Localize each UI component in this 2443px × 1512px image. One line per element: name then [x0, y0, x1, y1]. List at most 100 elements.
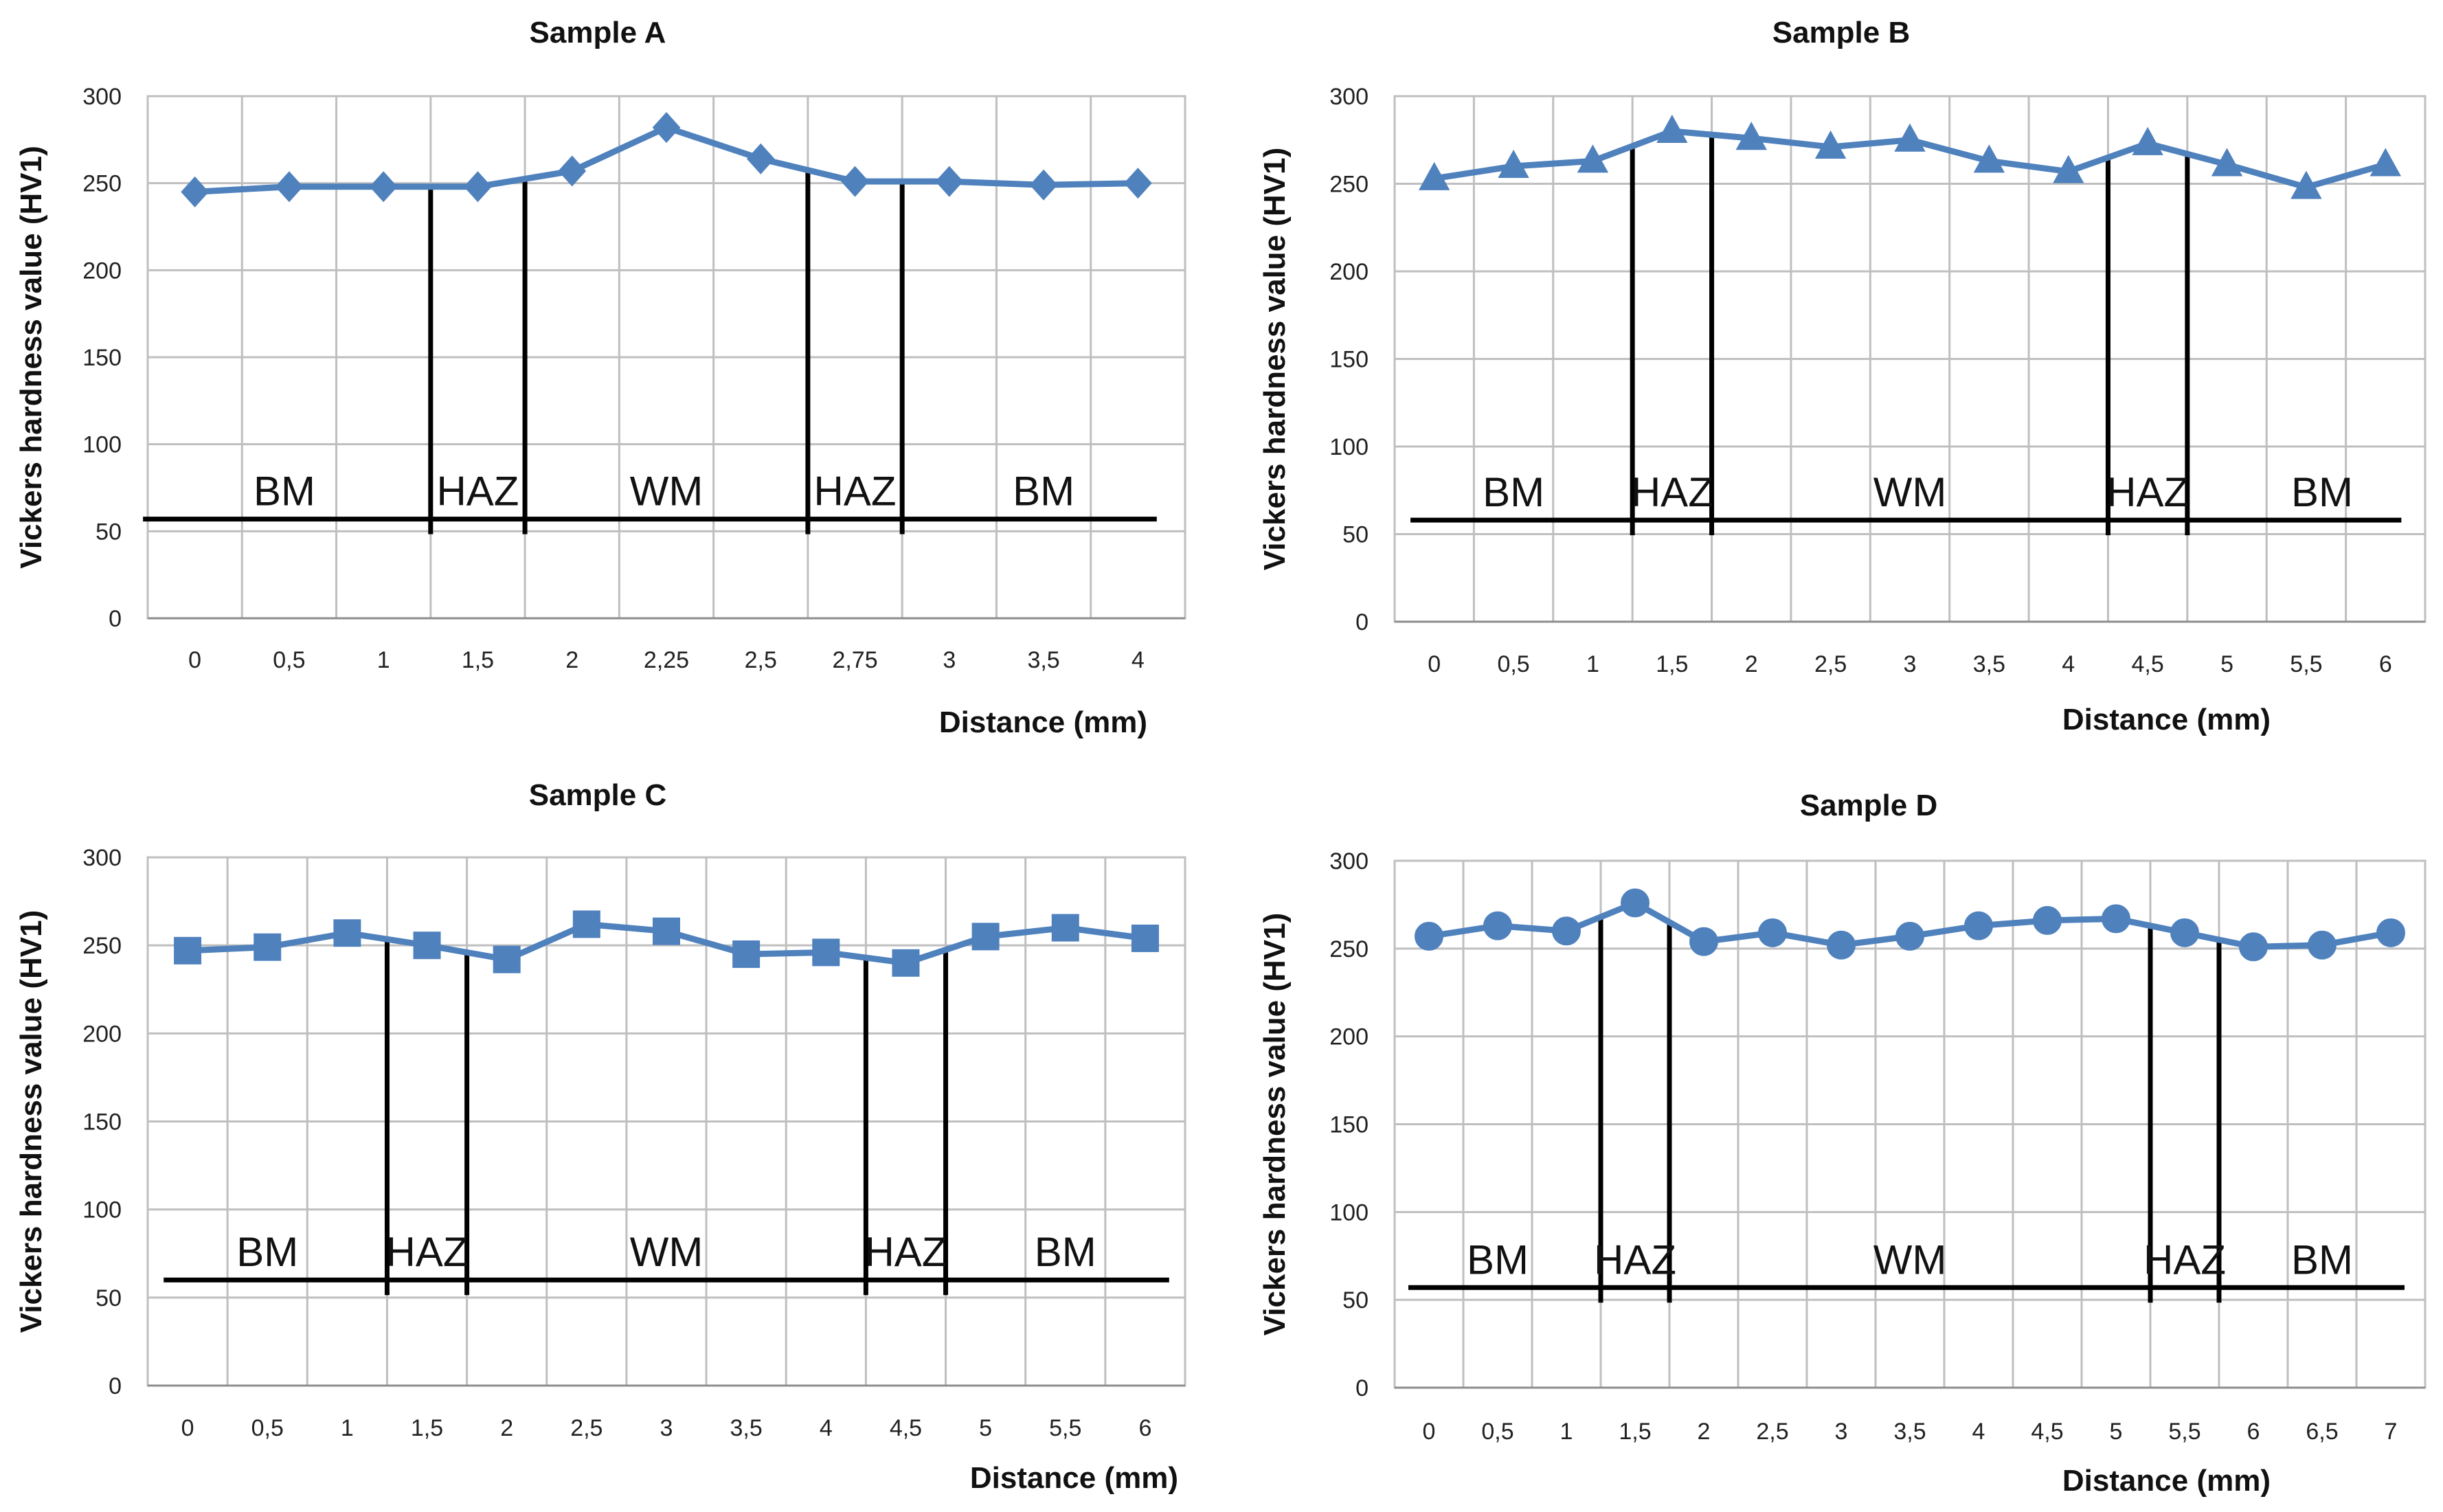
x-tick-label: 4: [2062, 651, 2075, 677]
y-tick-label: 200: [1329, 259, 1369, 285]
chart-sample-b: 0 50 100 150 200 250 300 0 0,5 1 1,5 2 2,5 3 3,5 4 4,5 5 5…: [1258, 16, 2427, 736]
data-point: [2053, 155, 2084, 183]
data-point: [732, 940, 761, 968]
data-point: [181, 176, 209, 207]
y-tick-label: 0: [109, 1373, 122, 1399]
x-tick-label: 5: [2220, 651, 2233, 677]
data-point: [333, 919, 361, 947]
y-tick-label: 150: [1329, 1112, 1369, 1138]
x-tick-label: 1,5: [1656, 651, 1688, 677]
x-tick-label: 0,5: [273, 647, 305, 673]
data-point: [935, 166, 964, 197]
y-tick-label: 150: [82, 345, 122, 371]
zone-label-haz: HAZ: [864, 1229, 947, 1275]
zone-label-bm: BM: [1013, 469, 1074, 515]
data-point: [2033, 905, 2062, 935]
data-point: [1552, 916, 1581, 946]
x-tick-label: 3,5: [1893, 1419, 1926, 1445]
chart-title: Sample D: [1800, 789, 1938, 822]
data-point: [464, 171, 492, 203]
data-point: [1418, 161, 1450, 190]
y-tick-label: 50: [95, 519, 122, 545]
zone-label-haz: HAZ: [436, 469, 519, 515]
x-tick-label: 6: [1138, 1415, 1151, 1441]
x-tick-label: 2: [1698, 1419, 1711, 1445]
x-tick-label: 1: [1560, 1419, 1573, 1445]
data-point: [1131, 924, 1159, 952]
data-point: [2290, 170, 2322, 199]
y-tick-label: 0: [1355, 1375, 1369, 1401]
x-tick-label: 0,5: [1497, 651, 1529, 677]
data-point: [653, 917, 680, 945]
chart-sample-a: 0 50 100 150 200 250 300 0 0,5 1 1,5 2 2,25 2,5 2,75 3 3…: [14, 16, 1186, 739]
x-tick-label: 2,25: [644, 647, 689, 673]
data-point: [2369, 148, 2402, 177]
data-point: [413, 932, 441, 960]
y-tick-label: 50: [1342, 1287, 1369, 1313]
zone-label-bm: BM: [2291, 469, 2353, 515]
x-tick-label: 0,5: [251, 1415, 284, 1441]
y-tick-label: 300: [82, 84, 122, 110]
x-axis-title: Distance (mm): [939, 706, 1147, 739]
data-point: [812, 938, 840, 967]
y-tick-label: 100: [82, 432, 122, 458]
y-tick-label: 0: [1355, 609, 1369, 635]
y-tick-label: 0: [109, 606, 122, 632]
data-point: [2102, 904, 2130, 934]
y-tick-label: 150: [82, 1109, 122, 1136]
data-point: [1621, 888, 1650, 918]
y-tick-label: 250: [1329, 936, 1369, 962]
x-tick-label: 5: [979, 1415, 992, 1441]
x-tick-label: 6: [2247, 1419, 2260, 1445]
x-tick-label: 5,5: [1049, 1415, 1081, 1441]
x-tick-label: 3: [1835, 1419, 1848, 1445]
x-tick-label: 4: [820, 1415, 833, 1441]
zone-label-wm: WM: [630, 469, 703, 515]
x-tick-label: 2,5: [570, 1415, 603, 1441]
x-tick-label: 6,5: [2306, 1419, 2338, 1445]
x-tick-label: 5,5: [2168, 1419, 2200, 1445]
zone-label-haz: HAZ: [814, 469, 897, 515]
y-tick-label: 250: [82, 171, 122, 197]
data-point: [892, 949, 920, 977]
data-point: [369, 171, 398, 203]
x-tick-label: 0: [188, 647, 201, 673]
x-tick-label: 2,5: [745, 647, 777, 673]
zone-label-haz: HAZ: [2143, 1237, 2226, 1283]
x-tick-label: 5,5: [2290, 651, 2322, 677]
data-point: [1827, 930, 1856, 960]
zone-label-haz: HAZ: [1594, 1237, 1676, 1283]
chart-title: Sample B: [1772, 16, 1911, 49]
zone-label-haz: HAZ: [2106, 469, 2189, 515]
x-tick-label: 4,5: [2132, 651, 2164, 677]
x-tick-label: 4,5: [2031, 1419, 2063, 1445]
x-tick-label: 4: [1132, 647, 1145, 673]
data-point: [2211, 148, 2243, 177]
y-tick-label: 100: [82, 1197, 122, 1223]
data-point: [1735, 122, 1767, 150]
x-tick-label: 3: [943, 647, 956, 673]
y-tick-label: 200: [82, 258, 122, 284]
zone-label-haz: HAZ: [1631, 469, 1713, 515]
x-tick-label: 3,5: [730, 1415, 763, 1441]
y-tick-label: 200: [1329, 1024, 1369, 1050]
data-point: [558, 155, 587, 187]
data-point: [2376, 918, 2405, 947]
data-point: [1498, 149, 1529, 178]
chart-sample-c: 0 50 100 150 200 250 300 0 0,5 1 1,5 2 2,5 3 3,5 4 4,5 5 5…: [14, 778, 1186, 1495]
y-tick-label: 50: [95, 1285, 122, 1311]
data-point: [1656, 114, 1688, 143]
data-point: [275, 171, 304, 203]
x-tick-label: 5: [2110, 1419, 2123, 1445]
x-tick-label: 3: [660, 1415, 673, 1441]
data-point: [1029, 169, 1058, 201]
x-axis-title: Distance (mm): [2062, 703, 2271, 736]
data-point: [1689, 927, 1718, 956]
x-tick-label: 2: [500, 1415, 513, 1441]
zone-label-bm: BM: [254, 469, 315, 515]
data-point: [2170, 918, 2199, 947]
data-point: [1894, 123, 1926, 152]
data-point: [493, 945, 521, 973]
y-tick-label: 100: [1329, 434, 1369, 460]
